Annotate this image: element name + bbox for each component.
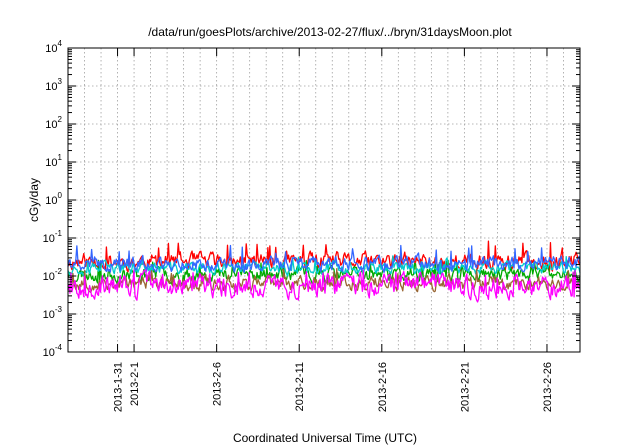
x-tick-label: 2013-2-16 xyxy=(377,362,389,412)
series-line-1 xyxy=(67,240,581,273)
series-line-4 xyxy=(67,244,581,274)
y-tick-label: 102 xyxy=(45,115,62,131)
ticks xyxy=(68,47,580,353)
series-line-6 xyxy=(67,269,581,303)
x-tick-label: 2013-2-1 xyxy=(129,362,141,406)
y-tick-label: 100 xyxy=(45,191,62,207)
x-tick-labels: 2013-1-31 2013-2-1 2013-2-6 2013-2-11 2013-2… xyxy=(113,362,554,412)
x-axis-label: Coordinated Universal Time (UTC) xyxy=(233,431,417,445)
x-tick-label: 2013-2-21 xyxy=(459,362,471,412)
y-tick-label: 10-1 xyxy=(43,229,63,245)
x-tick-label: 2013-1-31 xyxy=(113,362,125,412)
grid xyxy=(68,48,580,352)
y-tick-label: 104 xyxy=(45,39,62,55)
y-tick-label: 10-2 xyxy=(43,267,63,283)
y-tick-label: 101 xyxy=(45,153,62,169)
y-tick-label: 103 xyxy=(45,77,62,93)
y-tick-label: 10-4 xyxy=(43,343,63,359)
y-tick-label: 10-3 xyxy=(43,305,63,321)
y-tick-labels: 10-4 10-3 10-2 10-1 100 101 102 103 104 xyxy=(43,39,63,359)
x-tick-label: 2013-2-11 xyxy=(294,362,306,411)
x-tick-label: 2013-2-6 xyxy=(212,362,224,406)
chart-title: /data/run/goesPlots/archive/2013-02-27/f… xyxy=(148,25,512,39)
x-tick-label: 2013-2-26 xyxy=(542,362,554,412)
series-layer xyxy=(67,240,581,303)
y-axis-label: cGy/day xyxy=(27,178,41,222)
